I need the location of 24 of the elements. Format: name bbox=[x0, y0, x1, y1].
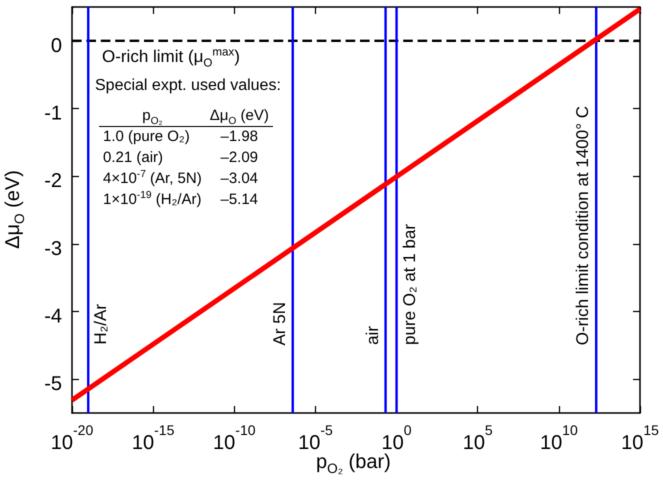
y-tick-label: -1 bbox=[44, 102, 62, 124]
annotation: Δμ$_{O}$ (eV) bbox=[206, 106, 273, 127]
annotation: 1×10$^{-19}$ (H₂/Ar) bbox=[102, 190, 203, 210]
annotation: –5.14 bbox=[219, 190, 260, 210]
annotation: 4×10$^{-7}$ (Ar, 5N) bbox=[102, 168, 203, 189]
y-tick-label: -5 bbox=[44, 373, 62, 396]
ref-line-label: air bbox=[362, 326, 382, 345]
ref-line-label: Ar 5N bbox=[270, 302, 289, 345]
annotation: –2.09 bbox=[219, 148, 260, 168]
ref-line-label: O-rich limit (μ$_{O}$$^{max}$) bbox=[102, 46, 240, 70]
annotation: Special expt. used values: bbox=[95, 76, 281, 95]
y-tick-label: 0 bbox=[50, 34, 62, 57]
annotation: 0.21 (air) bbox=[102, 148, 164, 168]
ref-line-label: pure O₂ at 1 bar bbox=[400, 224, 419, 345]
ref-line-label: O-rich limit condition at 1400° C bbox=[573, 106, 592, 345]
y-tick-label: -4 bbox=[44, 306, 62, 328]
ref-line-label: H₂/Ar bbox=[91, 304, 110, 345]
annotation: 1.0 (pure O₂) bbox=[102, 126, 191, 147]
annotation: –1.98 bbox=[219, 126, 260, 147]
annotation: –3.04 bbox=[219, 168, 260, 189]
y-tick-label: -2 bbox=[44, 170, 62, 192]
annotation: p$_{O₂}$ bbox=[99, 106, 206, 127]
y-tick-label: -3 bbox=[44, 238, 62, 260]
x-axis-title: p$_{O₂}$ (bar) bbox=[316, 451, 391, 476]
